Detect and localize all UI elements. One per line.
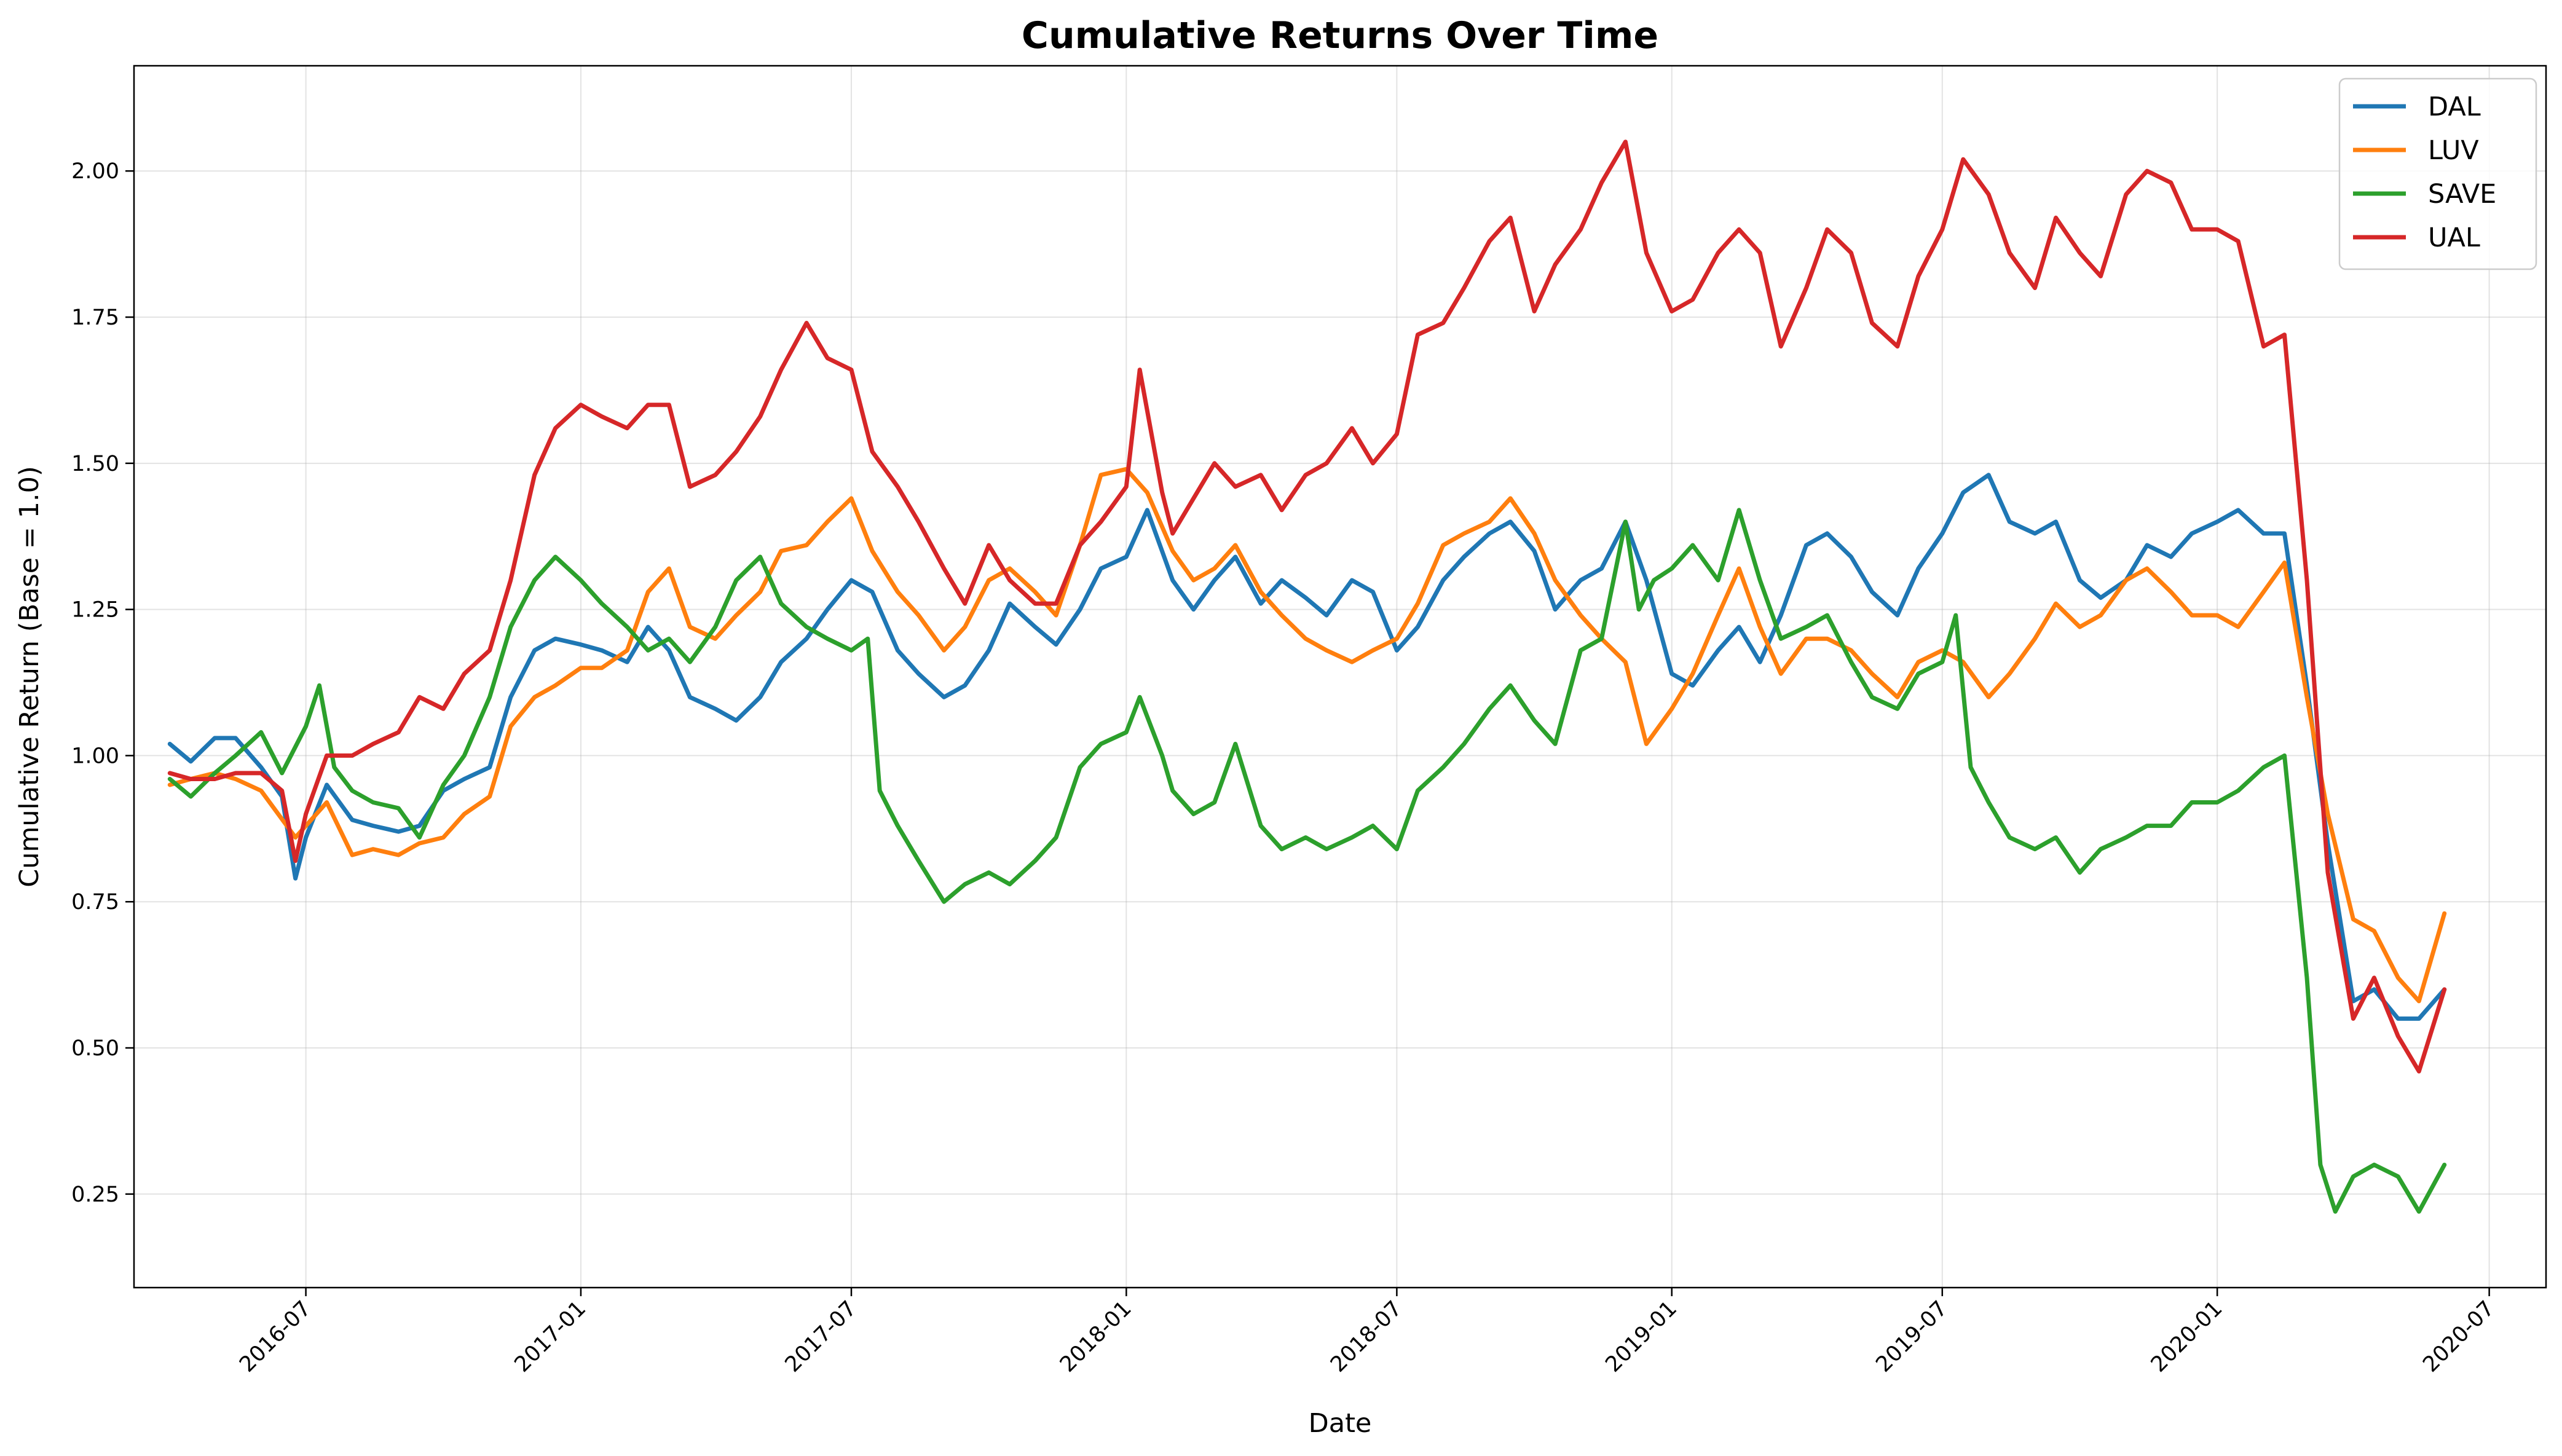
- chart-title: Cumulative Returns Over Time: [1022, 14, 1658, 57]
- legend-box: [2338, 77, 2537, 270]
- y-axis-ticks: 0.25 0.50 0.75 1.00 1.25 1.50 1.75 2.00: [71, 159, 134, 1207]
- legend-label: UAL: [2428, 222, 2480, 253]
- y-tick-label: 0.50: [71, 1036, 119, 1061]
- series-line-ual: [167, 140, 2447, 1074]
- y-tick-label: 1.25: [71, 598, 119, 623]
- legend-label: SAVE: [2428, 179, 2496, 210]
- legend-label: DAL: [2428, 92, 2481, 122]
- y-tick-label: 0.25: [71, 1183, 119, 1207]
- series-line-luv: [167, 466, 2447, 1004]
- legend-label: LUV: [2428, 135, 2479, 166]
- y-tick-label: 1.50: [71, 452, 119, 476]
- y-tick-label: 1.00: [71, 744, 119, 768]
- x-axis-label: Date: [1309, 1408, 1372, 1439]
- legend: DAL LUV SAVE UAL: [2338, 77, 2537, 270]
- series-line-dal: [167, 473, 2447, 1021]
- grid: [134, 66, 2546, 1288]
- y-tick-label: 1.75: [71, 305, 119, 330]
- series-line-save: [167, 508, 2447, 1214]
- y-tick-label: 0.75: [71, 890, 119, 915]
- plot-frame: [133, 65, 2547, 1289]
- y-axis-label: Cumulative Return (Base = 1.0): [14, 466, 45, 887]
- series-lines: [167, 140, 2447, 1214]
- y-tick-label: 2.00: [71, 159, 119, 184]
